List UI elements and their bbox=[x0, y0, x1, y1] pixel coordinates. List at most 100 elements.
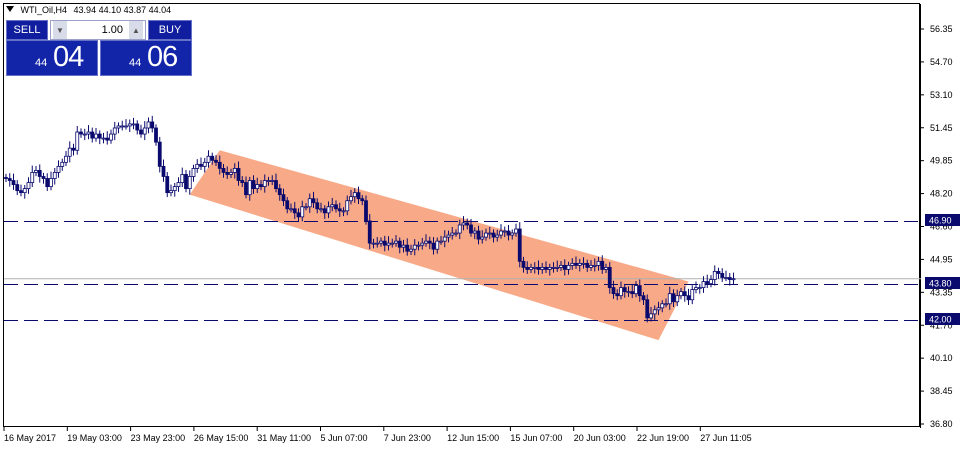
price-chart[interactable] bbox=[4, 4, 921, 428]
candle bbox=[720, 268, 725, 282]
level-price-tag-label: 43.80 bbox=[929, 279, 952, 289]
buy-price-box[interactable]: 44 06 bbox=[100, 40, 192, 76]
level-price-tag bbox=[925, 214, 960, 226]
candle bbox=[476, 225, 481, 245]
candle bbox=[656, 301, 661, 316]
symbol-name: WTI_Oil,H4 bbox=[20, 5, 68, 15]
candle bbox=[64, 151, 68, 166]
price-tick-label: 46.60 bbox=[930, 222, 953, 232]
candle bbox=[442, 230, 447, 248]
sell-price-digits: 04 bbox=[53, 41, 84, 73]
candle bbox=[412, 239, 417, 256]
lot-increase-icon[interactable]: ▲ bbox=[129, 21, 143, 39]
candle bbox=[135, 120, 140, 135]
lot-size-field[interactable]: ▼ 1.00 ▲ bbox=[50, 20, 146, 40]
candle bbox=[172, 182, 177, 197]
candle bbox=[37, 164, 42, 183]
candle bbox=[622, 283, 627, 298]
price-tick-label: 41.70 bbox=[930, 320, 953, 330]
time-tick-label: 16 May 2017 bbox=[4, 433, 56, 443]
candle bbox=[536, 260, 541, 275]
candle bbox=[630, 284, 635, 299]
candle bbox=[439, 235, 443, 245]
candle bbox=[45, 173, 50, 192]
lot-size-value[interactable]: 1.00 bbox=[101, 24, 123, 36]
candle bbox=[431, 237, 436, 255]
candle bbox=[469, 218, 473, 237]
sell-button[interactable]: SELL bbox=[6, 20, 48, 40]
candle bbox=[645, 294, 650, 323]
candle bbox=[731, 272, 736, 285]
candle bbox=[334, 200, 338, 213]
candle bbox=[90, 127, 95, 143]
candle bbox=[315, 198, 320, 214]
candle bbox=[161, 159, 166, 182]
candle bbox=[379, 237, 383, 247]
candle bbox=[491, 229, 496, 243]
candle bbox=[510, 229, 515, 240]
candle bbox=[570, 258, 575, 270]
candle bbox=[450, 226, 455, 240]
candle bbox=[319, 202, 323, 213]
candle bbox=[472, 227, 477, 240]
buy-button[interactable]: BUY bbox=[148, 20, 192, 40]
candle bbox=[341, 207, 346, 217]
price-tick-label: 38.45 bbox=[930, 386, 953, 396]
level-price-tag bbox=[925, 277, 960, 289]
candle bbox=[551, 262, 556, 273]
candle bbox=[682, 286, 687, 302]
candle bbox=[660, 300, 665, 313]
candle bbox=[139, 124, 143, 138]
candle bbox=[300, 200, 305, 222]
candle bbox=[559, 260, 563, 272]
candle bbox=[401, 239, 406, 253]
candle bbox=[390, 238, 395, 248]
candle bbox=[94, 127, 98, 142]
candle bbox=[532, 262, 537, 274]
candle bbox=[652, 305, 657, 320]
candle bbox=[686, 288, 691, 305]
candle bbox=[487, 226, 492, 240]
candle bbox=[292, 201, 297, 219]
candle bbox=[184, 170, 188, 193]
time-tick-label: 5 Jun 07:00 bbox=[321, 433, 368, 443]
candle bbox=[664, 298, 668, 308]
time-tick-label: 20 Jun 03:00 bbox=[574, 433, 626, 443]
candle bbox=[345, 195, 350, 216]
candle bbox=[195, 159, 200, 173]
sell-price-box[interactable]: 44 04 bbox=[6, 40, 98, 76]
candle bbox=[75, 125, 80, 155]
symbol-ohlc: 43.94 44.10 43.87 44.04 bbox=[73, 5, 172, 15]
candle bbox=[574, 256, 578, 270]
candle bbox=[187, 170, 192, 195]
candle bbox=[232, 163, 237, 179]
candle bbox=[596, 256, 601, 271]
candle bbox=[202, 157, 207, 173]
candle bbox=[619, 281, 623, 300]
candle bbox=[289, 203, 293, 213]
candle bbox=[409, 244, 413, 255]
candle bbox=[727, 273, 732, 286]
lot-decrease-icon[interactable]: ▼ bbox=[53, 21, 67, 39]
level-price-tag-label: 46.90 bbox=[929, 216, 952, 226]
candle bbox=[454, 229, 458, 237]
price-tick-label: 56.35 bbox=[930, 24, 953, 34]
candle bbox=[675, 289, 680, 307]
candle bbox=[581, 257, 586, 269]
candle bbox=[259, 180, 263, 191]
candle bbox=[124, 119, 128, 130]
candle bbox=[517, 222, 522, 268]
candle bbox=[206, 150, 211, 168]
time-tick-label: 22 Jun 19:00 bbox=[637, 433, 689, 443]
candle bbox=[337, 202, 342, 217]
chart-area[interactable] bbox=[3, 3, 921, 428]
candle bbox=[375, 237, 380, 248]
time-tick-label: 12 Jun 15:00 bbox=[447, 433, 499, 443]
candle bbox=[49, 171, 53, 191]
price-tick-label: 49.85 bbox=[930, 156, 953, 166]
level-price-tag bbox=[925, 313, 960, 325]
candle bbox=[547, 263, 552, 276]
candle bbox=[709, 275, 713, 288]
candle bbox=[210, 152, 215, 165]
candle bbox=[4, 173, 8, 183]
